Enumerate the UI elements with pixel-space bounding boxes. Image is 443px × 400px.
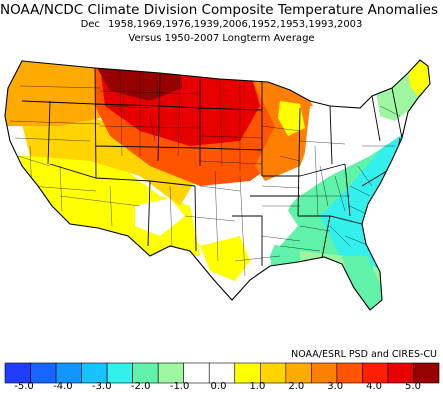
colorbar-tick-label: -3.0 (92, 381, 112, 392)
colorbar-tick-label: 3.0 (327, 381, 344, 392)
colorbar-swatch (81, 362, 108, 384)
colorbar-swatch (311, 362, 338, 384)
colorbar-swatch (234, 362, 261, 384)
us-anomaly-map (4, 59, 431, 311)
colorbar (4, 362, 440, 384)
colorbar-tick-label: -1.0 (169, 381, 190, 392)
region-colorado-white (135, 198, 185, 236)
map-subtitle-baseline: Versus 1950-2007 Longterm Average (128, 33, 315, 44)
colorbar-tick-label: 2.0 (288, 381, 305, 392)
colorbar-tick-label: 1.0 (249, 381, 266, 392)
colorbar-swatch (55, 362, 82, 384)
colorbar-swatch (285, 362, 312, 384)
data-credit: NOAA/ESRL PSD and CIRES-CU (291, 349, 437, 360)
colorbar-swatch (208, 362, 236, 384)
state-borders (21, 67, 403, 266)
colorbar-tick-label: -5.0 (14, 381, 34, 392)
colorbar-tick-label: 5.0 (405, 381, 421, 392)
colorbar-tick-label: 0.0 (210, 381, 227, 392)
subtitle-month: Dec (80, 19, 100, 30)
map-title: NOAA/NCDC Climate Division Composite Tem… (0, 2, 443, 18)
colorbar-swatch (157, 362, 185, 384)
colorbar-swatch (387, 362, 414, 384)
colorbar-swatch (362, 362, 389, 384)
colorbar-tick-label: 4.0 (366, 381, 383, 392)
colorbar-swatch (413, 362, 440, 384)
division-borders (9, 67, 401, 277)
map-subtitle-years: Dec 1958,1969,1976,1939,2006,1952,1953,19… (0, 19, 443, 30)
colorbar-swatch (30, 362, 57, 384)
colorbar-swatch (4, 362, 31, 384)
colorbar-swatch (259, 362, 287, 384)
subtitle-years: 1958,1969,1976,1939,2006,1952,1953,1993,… (107, 19, 363, 30)
colorbar-swatch (183, 362, 210, 384)
region-texas-yellow (200, 236, 250, 281)
region-great-basin-rockies (20, 116, 195, 206)
region-pacific-northwest (5, 60, 110, 126)
region-maine (408, 60, 430, 96)
colorbar-swatch (336, 362, 363, 384)
region-wisconsin-yellow (278, 101, 305, 136)
colorbar-swatch (106, 362, 133, 384)
region-arkansas-white (262, 206, 298, 246)
colorbar-tick-label: -2.0 (130, 381, 151, 392)
colorbar-tick-label: -4.0 (53, 381, 73, 392)
colorbar-swatch (132, 362, 159, 384)
